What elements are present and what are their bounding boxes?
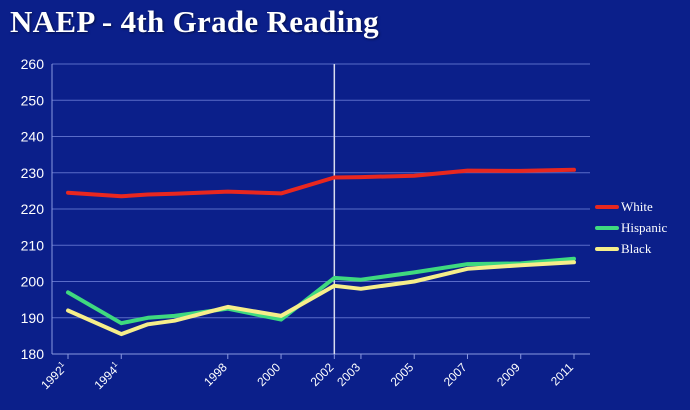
series-line-white: [66, 167, 576, 199]
legend-label-hispanic: Hispanic: [621, 220, 667, 235]
y-tick-label-230: 230: [21, 165, 45, 181]
x-tick-label-2007: 2007: [441, 360, 470, 389]
y-tick-label-220: 220: [21, 201, 45, 217]
x-tick-footnote: 1: [56, 359, 66, 369]
x-tick-label-1998: 1998: [201, 360, 230, 389]
x-tick-label-2005: 2005: [388, 360, 417, 389]
y-tick-label-190: 190: [21, 310, 45, 326]
x-tick-label-2003: 2003: [334, 360, 363, 389]
y-tick-label-240: 240: [21, 129, 45, 145]
y-tick-label-260: 260: [21, 56, 45, 72]
chart-title: NAEP - 4th Grade Reading: [10, 4, 379, 39]
x-tick-label-2009: 2009: [494, 360, 523, 389]
y-tick-label-180: 180: [21, 346, 45, 362]
x-tick-label-2011: 2011: [548, 360, 576, 388]
legend-label-black: Black: [621, 241, 652, 256]
y-tick-label-210: 210: [21, 237, 45, 253]
x-tick-label-1994: 19941: [91, 359, 124, 392]
x-tick-label-2002: 2002: [308, 360, 337, 389]
x-tick-label-1992: 19921: [37, 359, 70, 392]
legend-label-white: White: [621, 199, 653, 214]
y-tick-label-200: 200: [21, 274, 45, 290]
y-tick-label-250: 250: [21, 92, 45, 108]
x-tick-label-2000: 2000: [254, 360, 283, 389]
series-line-black: [66, 260, 576, 337]
x-tick-footnote: 1: [110, 359, 120, 369]
